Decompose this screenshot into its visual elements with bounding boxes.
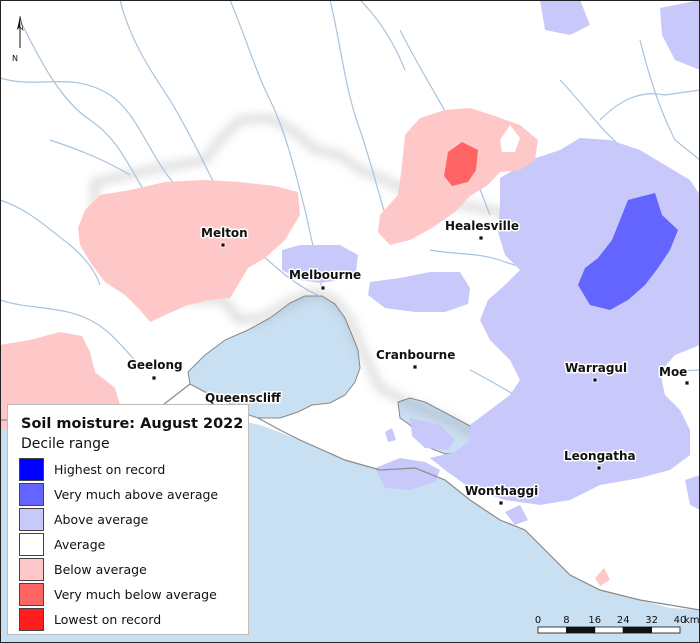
scale-bar-segment — [566, 626, 596, 634]
legend-item-highest-on-record: Highest on record — [19, 458, 244, 483]
legend-item-average: Average — [19, 533, 244, 558]
town-label: Melbourne — [289, 268, 361, 282]
town-geelong: Geelong — [126, 357, 184, 381]
legend-subtitle: Decile range — [21, 436, 110, 452]
legend-item-very-much-below-average: Very much below average — [19, 583, 244, 608]
scale-bar-segment — [651, 626, 681, 634]
legend-swatch — [19, 558, 44, 581]
legend-item-label: Lowest on record — [54, 612, 162, 627]
town-leongatha: Leongatha — [563, 448, 637, 471]
town-melbourne: Melbourne — [288, 267, 363, 291]
town-label: Leongatha — [564, 449, 636, 463]
scale-tick-label: 24 — [617, 615, 630, 626]
legend-item-label: Very much below average — [54, 587, 217, 602]
town-marker-icon — [596, 465, 602, 471]
scale-tick-label: 32 — [645, 615, 658, 626]
legend-swatch — [19, 458, 44, 481]
legend-item-below-average: Below average — [19, 558, 244, 583]
town-moe: Moe — [658, 364, 690, 386]
town-label: Warragul — [565, 361, 627, 375]
town-wonthaggi: Wonthaggi — [464, 483, 540, 506]
scale-bar-segment — [537, 626, 567, 634]
scale-bar-segment — [594, 626, 624, 634]
scale-tick-label: 16 — [588, 615, 601, 626]
town-label: Moe — [659, 365, 687, 379]
legend-swatch — [19, 533, 44, 556]
very-much-above-average-zone — [578, 193, 678, 310]
town-label: Wonthaggi — [465, 484, 538, 498]
town-warragul: Warragul — [564, 360, 629, 383]
town-marker-icon — [320, 285, 326, 291]
town-label: Queenscliff — [205, 391, 281, 405]
legend-item-very-much-above-average: Very much above average — [19, 483, 244, 508]
town-cranbourne: Cranbourne — [375, 347, 457, 370]
north-arrow-icon: N — [12, 15, 24, 63]
town-marker-icon — [498, 500, 504, 506]
very-much-below-average-zone — [444, 142, 478, 186]
town-marker-icon — [592, 377, 598, 383]
town-label: Melton — [201, 226, 248, 240]
town-label: Healesville — [445, 219, 519, 233]
legend-item-label: Average — [54, 537, 106, 552]
legend-swatch — [19, 583, 44, 606]
town-marker-icon — [478, 235, 484, 241]
legend-item-label: Very much above average — [54, 487, 219, 502]
scale-tick-label: 0 — [535, 615, 541, 626]
town-markers: Melton Melbourne Healesville Geelong Queensc… — [126, 218, 690, 506]
legend-panel: Soil moisture: August 2022 Decile range … — [7, 404, 249, 635]
legend-item-label: Highest on record — [54, 462, 166, 477]
legend-swatch — [19, 483, 44, 506]
town-marker-icon — [684, 380, 690, 386]
town-label: Cranbourne — [376, 348, 455, 362]
scale-unit-label: km — [684, 615, 700, 626]
legend-item-label: Below average — [54, 562, 147, 577]
legend-swatch — [19, 508, 44, 531]
scale-bar-segment — [622, 626, 653, 634]
scale-tick-label: 40 — [674, 615, 687, 626]
legend-item-lowest-on-record: Lowest on record — [19, 608, 244, 633]
town-marker-icon — [412, 364, 418, 370]
town-marker-icon — [220, 242, 226, 248]
scale-tick-label: 8 — [563, 615, 569, 626]
legend-title: Soil moisture: August 2022 — [21, 416, 244, 432]
town-melton: Melton — [200, 225, 249, 248]
legend-swatch — [19, 608, 44, 631]
town-healesville: Healesville — [444, 218, 520, 241]
town-queenscliff: Queenscliff — [204, 390, 283, 407]
town-label: Geelong — [127, 358, 183, 372]
below-average-zone-gap — [500, 125, 520, 152]
legend-item-label: Above average — [54, 512, 149, 527]
town-marker-icon — [151, 375, 157, 381]
north-label: N — [12, 54, 18, 63]
legend-item-above-average: Above average — [19, 508, 244, 533]
